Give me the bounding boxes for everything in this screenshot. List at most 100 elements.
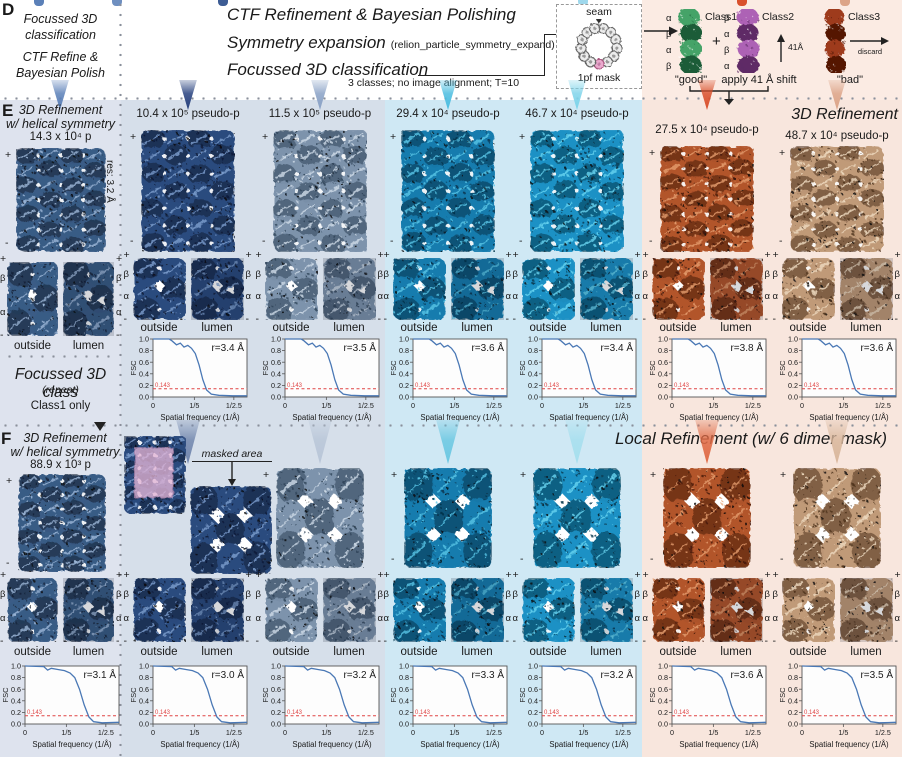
class2-letter-2: α bbox=[724, 29, 730, 40]
zoom-panel-f-col7-beta-left: β bbox=[772, 589, 778, 600]
e-col3-count: 11.5 x 10⁵ pseudo-p bbox=[268, 108, 372, 120]
top-edge-arrow-stub-2 bbox=[112, 0, 122, 6]
svg-text:0.4: 0.4 bbox=[11, 696, 21, 705]
arrow-d-to-e-col3 bbox=[308, 80, 332, 110]
e-col4-map-plus: + bbox=[390, 131, 397, 143]
d-title-ctf-refinement: CTF Refinement & Bayesian Polishing bbox=[227, 5, 516, 24]
arrow-e-to-f-col7 bbox=[821, 420, 853, 464]
class1-letter-2: β bbox=[666, 29, 672, 40]
class3-label: Class3 bbox=[848, 11, 881, 23]
zoom-panel-f-col3-lumen bbox=[322, 578, 376, 642]
zoom-panel-e-col7-outside bbox=[781, 258, 835, 320]
f-col4-map-minus: - bbox=[391, 553, 395, 565]
zoom-panel-e-col7-lumen bbox=[839, 258, 893, 320]
svg-text:0.143: 0.143 bbox=[287, 383, 303, 389]
relion-command-text: (relion_particle_symmetry_expand) bbox=[390, 39, 555, 51]
d-title-focussed-3d: Focussed 3D classification bbox=[227, 60, 429, 79]
fsc-plot-e-col6: 1.0 0.8 0.6 0.4 0.2 0.0 FSC 0.143 r=3.8 Å 0 1/5 1/2… bbox=[647, 336, 771, 424]
zoom-panel-e-col5-minus-left: - bbox=[512, 313, 517, 325]
zoom-panel-e-col6-caption-outside: outside bbox=[659, 322, 697, 334]
svg-text:1.0: 1.0 bbox=[139, 663, 149, 671]
symmetry-expansion-text: Symmetry expansion bbox=[227, 33, 386, 52]
d-col1-line-3: CTF Refine & bbox=[22, 50, 99, 64]
class2-density-column bbox=[736, 9, 760, 73]
zoom-panel-e-col4-beta-left: β bbox=[383, 269, 389, 280]
arrow-d-to-e-col5 bbox=[565, 80, 589, 110]
zoom-panel-e-col6-beta-right: β bbox=[764, 269, 770, 280]
svg-text:FSC: FSC bbox=[261, 360, 270, 376]
zoom-panel-e-col1-alpha-left: α bbox=[0, 307, 6, 318]
zoom-panel-f-col7-alpha-left: α bbox=[772, 613, 779, 624]
e-col6-count: 27.5 x 10⁴ pseudo-p bbox=[655, 124, 759, 136]
zoom-panel-f-col7-caption-outside: outside bbox=[789, 646, 827, 658]
zoom-panel-e-col1-plus-right: + bbox=[116, 253, 123, 265]
svg-text:0: 0 bbox=[23, 728, 27, 737]
arrow-d-to-e-col2 bbox=[176, 80, 200, 110]
zoom-panel-e-col3-caption-lumen: lumen bbox=[333, 322, 365, 334]
zoom-panel-f-col2-alpha-right: α bbox=[245, 613, 252, 624]
fsc-plot-e-col2: 1.0 0.8 0.6 0.4 0.2 0.0 FSC 0.143 r=3.4 Å 0 1/5 1/2… bbox=[128, 336, 252, 424]
e-col4-map-minus: - bbox=[390, 235, 394, 247]
panel-label-f: F bbox=[1, 429, 12, 448]
zoom-panel-f-col2-beta-left: β bbox=[123, 589, 129, 600]
svg-text:r=3.0 Å: r=3.0 Å bbox=[211, 668, 244, 681]
svg-text:1/2.5: 1/2.5 bbox=[226, 401, 242, 410]
panel-label-d: D bbox=[2, 0, 15, 19]
zoom-panel-e-col3-plus-left: + bbox=[255, 249, 262, 261]
e-col3-map-plus: + bbox=[262, 131, 269, 143]
svg-text:1.0: 1.0 bbox=[139, 336, 149, 344]
e-col1-resolution-label: res: 3.2 Å bbox=[104, 160, 115, 203]
zoom-panel-e-col4-caption-outside: outside bbox=[400, 322, 438, 334]
arrow-e-to-f-col1-icon bbox=[94, 422, 106, 431]
density-map-f-col6 bbox=[663, 468, 751, 568]
svg-text:1/5: 1/5 bbox=[189, 728, 199, 737]
zoom-panel-f-col1-minus-left: - bbox=[0, 635, 4, 647]
zoom-panel-e-col2-caption-lumen: lumen bbox=[201, 322, 233, 334]
zoom-panel-f-col5-plus-right: + bbox=[634, 569, 641, 581]
svg-text:r=3.4 Å: r=3.4 Å bbox=[211, 341, 244, 354]
density-map-e-col5 bbox=[530, 130, 624, 252]
class1-density-column bbox=[678, 9, 702, 73]
zoom-panel-e-col6-plus-left: + bbox=[642, 249, 649, 261]
f-col4-map-plus: + bbox=[391, 469, 398, 481]
zoom-panel-e-col4-lumen bbox=[450, 258, 504, 320]
zoom-panel-f-col6-alpha-left: α bbox=[642, 613, 649, 624]
fsc-plot-e-col4: 1.0 0.8 0.6 0.4 0.2 0.0 FSC 0.143 r=3.6 Å 0 1/5 1/2… bbox=[388, 336, 512, 424]
zoom-panel-e-col4-minus-left: - bbox=[383, 313, 388, 325]
class2-letter-3: β bbox=[724, 45, 730, 56]
zoom-panel-f-col7-outside bbox=[781, 578, 835, 642]
svg-text:0.8: 0.8 bbox=[271, 673, 281, 682]
zoom-panel-f-col6-minus-left: - bbox=[642, 635, 647, 647]
zoom-panel-f-col6-caption-outside: outside bbox=[659, 646, 697, 658]
fsc-plot-f-col4: 1.0 0.8 0.6 0.4 0.2 0.0 FSC 0.143 r=3.3 Å 0 1/5 1/2… bbox=[388, 663, 512, 751]
zoom-panel-e-col7-plus-right: + bbox=[894, 249, 901, 261]
class3-density-column bbox=[824, 9, 846, 73]
svg-text:0.2: 0.2 bbox=[271, 708, 281, 717]
d-horizontal-connector bbox=[543, 34, 557, 35]
f-col1-pre-title3: Class1 only bbox=[30, 400, 91, 412]
fsc-plot-f-col5: 1.0 0.8 0.6 0.4 0.2 0.0 FSC 0.143 r=3.2 Å 0 1/5 1/2… bbox=[517, 663, 641, 751]
zoom-panel-f-col4-caption-lumen: lumen bbox=[461, 646, 493, 658]
svg-text:0.143: 0.143 bbox=[155, 710, 171, 716]
zoom-panel-e-col5-alpha-right: α bbox=[634, 291, 641, 302]
zoom-panel-f-col2-alpha-left: α bbox=[123, 613, 130, 624]
lumen-shade bbox=[709, 578, 763, 642]
zoom-panel-f-col3-minus-left: - bbox=[255, 635, 260, 647]
d-col1-line-1: Focussed 3D bbox=[23, 12, 98, 26]
density-map-e-col6 bbox=[660, 146, 754, 252]
zoom-panel-f-col5-minus-left: - bbox=[512, 635, 517, 647]
zoom-panel-f-col7-beta-right: β bbox=[894, 589, 900, 600]
class1-letter-4: β bbox=[666, 61, 672, 72]
lumen-shade bbox=[579, 578, 633, 642]
zoom-panel-f-col6-minus-right: - bbox=[764, 635, 769, 647]
zoom-panel-f-col6-alpha-right: α bbox=[764, 613, 771, 624]
f-masked-area-label: masked area bbox=[192, 448, 272, 462]
zoom-panel-f-col1-plus-left: + bbox=[0, 569, 7, 581]
zoom-panel-e-col4-beta-right: β bbox=[505, 269, 511, 280]
zoom-panel-f-col1-minus-right: - bbox=[116, 635, 120, 647]
zoom-panel-f-col5-plus-left: + bbox=[512, 569, 519, 581]
svg-text:FSC: FSC bbox=[1, 687, 10, 703]
zoom-panel-e-col6-outside bbox=[651, 258, 705, 320]
svg-text:0.4: 0.4 bbox=[139, 369, 149, 378]
zoom-panel-e-col6-alpha-left: α bbox=[642, 291, 649, 302]
